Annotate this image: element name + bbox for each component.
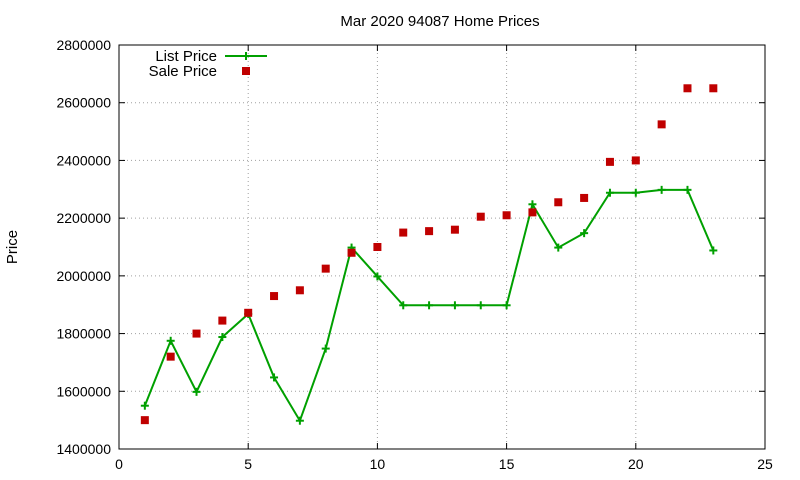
series-list-price <box>140 185 718 425</box>
y-tick-label: 1800000 <box>56 326 111 342</box>
sale-price-point <box>166 352 175 361</box>
list-price-point <box>528 200 537 209</box>
sale-price-point <box>605 157 614 166</box>
list-price-point <box>399 301 408 310</box>
sale-price-point <box>450 225 459 234</box>
y-axis-label: Price <box>4 230 21 264</box>
axis-ticks: 0 5 10 15 20 25 1400000 1600000 1800000 2000000 22… <box>56 37 773 472</box>
sale-price-point <box>244 308 253 317</box>
list-price-point <box>166 336 175 345</box>
legend-list-price-marker <box>242 52 250 60</box>
list-price-point <box>192 387 201 396</box>
x-tick-label: 10 <box>370 456 386 472</box>
sale-price-point <box>399 228 408 237</box>
y-tick-label: 2200000 <box>56 210 111 226</box>
sale-price-point <box>295 286 304 295</box>
legend-sale-price-marker <box>242 67 250 75</box>
sale-price-point <box>580 193 589 202</box>
y-tick-label: 2000000 <box>56 268 111 284</box>
sale-price-point <box>476 212 485 221</box>
sale-price-point <box>709 84 718 93</box>
series-sale-price <box>140 84 718 425</box>
list-price-point <box>709 246 718 255</box>
list-price-point <box>631 188 640 197</box>
list-price-point <box>683 185 692 194</box>
sale-price-point <box>321 264 330 273</box>
sale-price-point <box>528 208 537 217</box>
list-price-point <box>476 301 485 310</box>
sale-price-point <box>425 227 434 236</box>
grid-lines <box>119 45 765 449</box>
legend: List Price Sale Price <box>149 48 267 80</box>
list-price-point <box>450 301 459 310</box>
list-price-point <box>295 416 304 425</box>
legend-sale-price-label: Sale Price <box>149 63 217 80</box>
list-price-point <box>270 373 279 382</box>
chart-title: Mar 2020 94087 Home Prices <box>340 13 539 30</box>
sale-price-point <box>140 416 149 425</box>
sale-price-point <box>218 316 227 325</box>
x-tick-label: 25 <box>757 456 773 472</box>
plot-frame <box>118 44 766 450</box>
y-tick-label: 2400000 <box>56 152 111 168</box>
sale-price-point <box>502 211 511 220</box>
sale-price-point <box>683 84 692 93</box>
series-layer <box>140 84 718 425</box>
x-tick-label: 20 <box>628 456 644 472</box>
list-price-point <box>373 272 382 281</box>
list-price-point <box>657 185 666 194</box>
list-price-point <box>321 344 330 353</box>
legend-list-price-label: List Price <box>155 48 217 65</box>
list-price-point <box>502 301 511 310</box>
sale-price-point <box>270 292 279 301</box>
x-tick-label: 5 <box>244 456 252 472</box>
sale-price-point <box>373 243 382 251</box>
y-tick-label: 1600000 <box>56 383 111 399</box>
list-price-point <box>580 229 589 238</box>
sale-price-point <box>192 329 201 338</box>
sale-price-point <box>554 198 563 207</box>
x-tick-label: 0 <box>115 456 123 472</box>
sale-price-point <box>347 248 356 257</box>
y-tick-label: 1400000 <box>56 441 111 457</box>
y-tick-label: 2800000 <box>56 37 111 53</box>
sale-price-point <box>631 156 640 165</box>
list-price-point <box>554 243 563 252</box>
sale-price-point <box>657 120 666 129</box>
x-tick-label: 15 <box>499 456 515 472</box>
list-price-point <box>425 301 434 310</box>
list-price-point <box>605 188 614 197</box>
list-price-point <box>218 333 227 342</box>
y-tick-label: 2600000 <box>56 95 111 111</box>
list-price-point <box>140 401 149 410</box>
